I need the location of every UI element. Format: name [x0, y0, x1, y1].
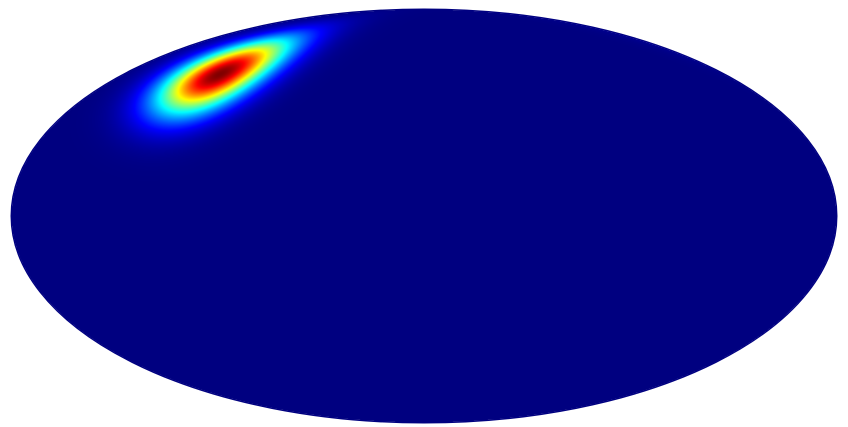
- map-boundary: [10, 8, 838, 424]
